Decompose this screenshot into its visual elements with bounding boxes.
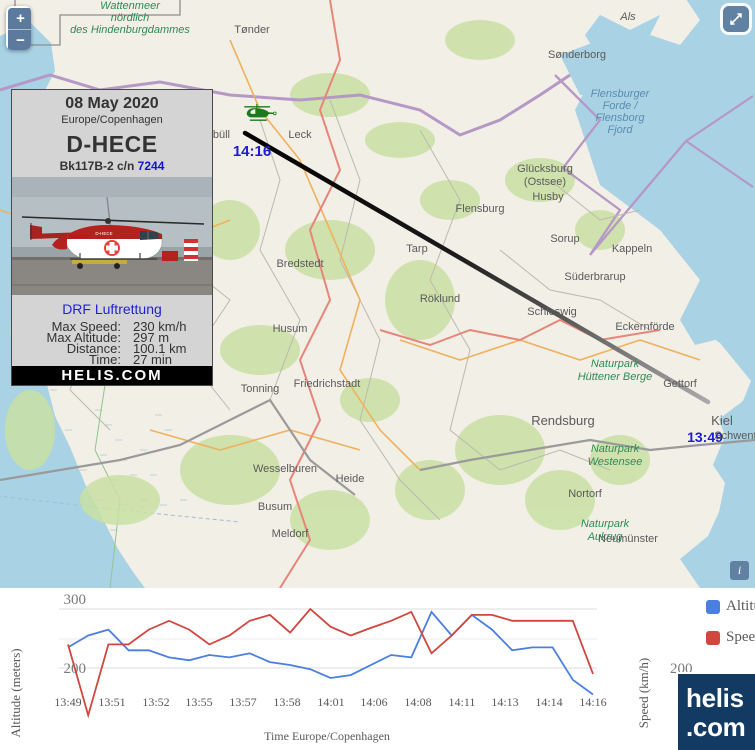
svg-text:Speed (km/h): Speed (km/h) [636,658,651,728]
svg-text:Süderbrarup: Süderbrarup [564,271,625,283]
svg-text:14:14: 14:14 [535,695,562,709]
svg-text:14:16: 14:16 [233,143,271,160]
svg-text:Röklund: Röklund [420,293,460,305]
svg-text:Wesselburen: Wesselburen [253,463,317,475]
svg-text:Naturpark: Naturpark [581,518,630,530]
svg-text:Tarp: Tarp [406,243,427,255]
svg-text:Busum: Busum [258,501,292,513]
svg-text:Wattenmeer: Wattenmeer [100,0,161,12]
svg-text:des Hindenburgdammes: des Hindenburgdammes [70,24,190,36]
svg-text:14:16: 14:16 [579,695,606,709]
svg-text:D-HECE: D-HECE [95,231,112,236]
svg-text:Friedrichstadt: Friedrichstadt [294,378,361,390]
svg-text:Husby: Husby [532,191,564,203]
svg-text:Sønderborg: Sønderborg [548,49,606,61]
svg-text:13:52: 13:52 [142,695,169,709]
svg-text:Time Europe/Copenhagen: Time Europe/Copenhagen [264,729,390,743]
svg-text:Naturpark: Naturpark [591,443,640,455]
svg-text:Glücksburg: Glücksburg [517,163,573,175]
svg-text:14:06: 14:06 [360,695,387,709]
svg-text:14:11: 14:11 [449,695,476,709]
svg-text:14:08: 14:08 [404,695,431,709]
svg-text:Hüttener Berge: Hüttener Berge [578,371,653,383]
svg-text:14:13: 14:13 [491,695,518,709]
svg-text:Fjord: Fjord [607,124,633,136]
svg-text:Flensburger: Flensburger [591,88,651,100]
svg-text:300: 300 [64,592,87,608]
svg-text:Bredstedt: Bredstedt [276,258,323,270]
svg-text:Gettorf: Gettorf [663,378,698,390]
svg-text:Leck: Leck [288,129,312,141]
svg-text:Heide: Heide [336,473,365,485]
svg-text:13:57: 13:57 [229,695,256,709]
svg-text:Flensburg: Flensburg [456,203,505,215]
svg-text:Kappeln: Kappeln [612,243,652,255]
svg-text:14:01: 14:01 [317,695,344,709]
svg-text:Meldorf: Meldorf [272,528,310,540]
svg-text:Schwent...: Schwent... [714,430,755,442]
svg-text:Sorup: Sorup [550,233,579,245]
svg-text:13:58: 13:58 [273,695,300,709]
svg-text:13:55: 13:55 [185,695,212,709]
svg-text:Neumünster: Neumünster [598,533,658,545]
svg-text:Schleswig: Schleswig [527,306,577,318]
svg-text:Kiel: Kiel [711,413,733,428]
svg-text:Husum: Husum [273,323,308,335]
svg-text:Westensee: Westensee [588,456,643,468]
svg-text:13:49: 13:49 [54,695,81,709]
svg-text:Als: Als [619,11,636,23]
svg-text:Tonning: Tonning [241,383,280,395]
svg-text:Naturpark: Naturpark [591,358,640,370]
svg-text:nördlich: nördlich [111,12,150,24]
svg-text:Flensborg: Flensborg [596,112,646,124]
svg-text:13:51: 13:51 [98,695,125,709]
svg-text:Forde /: Forde / [603,100,639,112]
svg-text:Altitude (meters): Altitude (meters) [8,648,23,737]
svg-text:Eckernförde: Eckernförde [615,321,674,333]
svg-text:NOTARZT: NOTARZT [71,234,90,239]
svg-text:(Ostsee): (Ostsee) [524,176,566,188]
svg-text:Tønder: Tønder [234,24,270,36]
svg-text:Nortorf: Nortorf [568,488,603,500]
svg-text:Rendsburg: Rendsburg [531,413,595,428]
